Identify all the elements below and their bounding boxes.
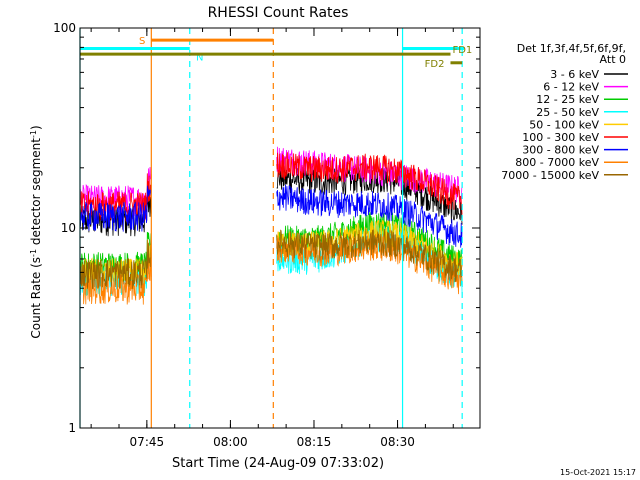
y-tick-label: 10 xyxy=(61,221,76,235)
series-line-7 xyxy=(276,184,463,248)
legend-header: Det 1f,3f,4f,5f,6f,9f, xyxy=(517,42,626,55)
y-axis-label: Count Rate (s-1 detector segment-1) xyxy=(29,125,44,338)
series-line-1 xyxy=(276,165,463,225)
series-line-9 xyxy=(276,228,463,283)
series-line-9 xyxy=(79,239,152,290)
y-axis-label-part: detector segment xyxy=(29,138,43,249)
flag-label-fd2: FD2 xyxy=(425,59,445,70)
footer-date: 15-Oct-2021 15:17 xyxy=(560,468,636,477)
y-axis-label-exp: -1 xyxy=(29,130,38,138)
flag-label-fd1: FD1 xyxy=(452,45,472,56)
legend-entry: 50 - 100 keV xyxy=(529,118,599,131)
y-axis-label-exp: -1 xyxy=(29,249,38,257)
flag-label-n: N xyxy=(196,52,203,63)
series-line-6 xyxy=(276,152,463,215)
flag-label-s: S xyxy=(139,36,145,47)
legend-entry: 800 - 7000 keV xyxy=(515,156,599,169)
x-tick-label: 07:45 xyxy=(130,435,165,449)
legend-entry: 6 - 12 keV xyxy=(543,81,599,94)
y-tick-label: 100 xyxy=(53,21,76,35)
x-tick-label: 08:15 xyxy=(297,435,332,449)
y-axis-label-part: Count Rate (s xyxy=(29,257,43,339)
legend-entry: 7000 - 15000 keV xyxy=(501,169,599,182)
x-tick-label: 08:00 xyxy=(213,435,248,449)
x-tick-label: 08:30 xyxy=(380,435,415,449)
series-line-7 xyxy=(79,185,152,232)
legend-entry: 100 - 300 keV xyxy=(522,131,599,144)
y-axis-label-part: ) xyxy=(29,125,43,130)
chart-title: RHESSI Count Rates xyxy=(208,5,349,21)
legend-entry: 25 - 50 keV xyxy=(536,106,599,119)
x-axis-label: Start Time (24-Aug-09 07:33:02) xyxy=(172,456,384,471)
legend-entry: 300 - 800 keV xyxy=(522,144,599,157)
legend-header: Att 0 xyxy=(600,53,626,66)
legend-entry: 12 - 25 keV xyxy=(536,93,599,106)
series-line-8 xyxy=(79,257,152,305)
legend-entry: 3 - 6 keV xyxy=(550,68,599,81)
y-tick-label: 1 xyxy=(68,421,76,435)
